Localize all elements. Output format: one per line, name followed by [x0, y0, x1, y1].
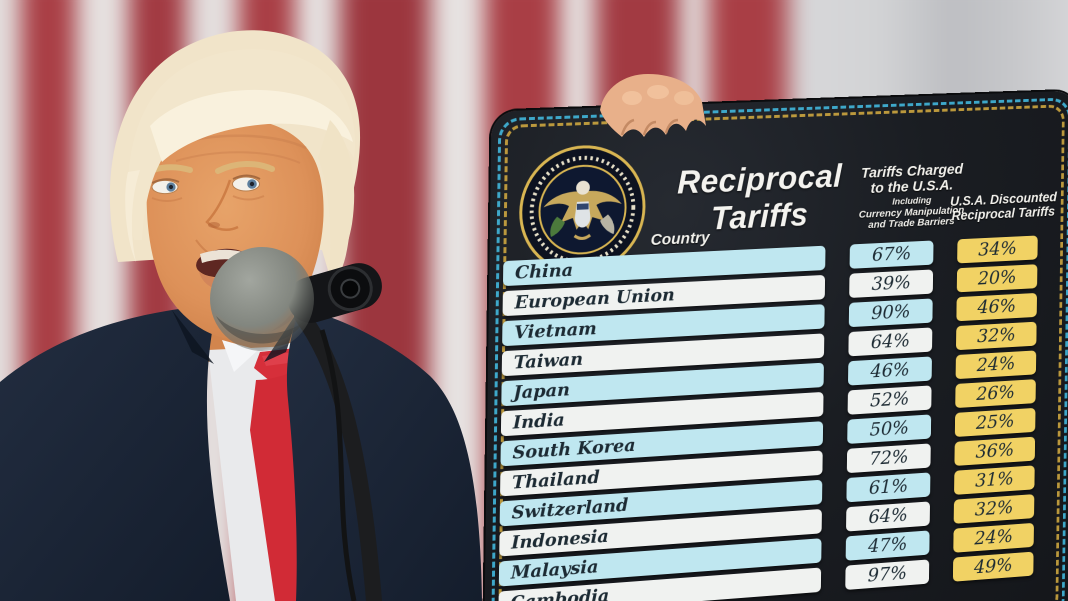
- tariff-rows: China 67% 34% European Union 39% 20% Vie…: [498, 235, 1039, 601]
- discounted-value: 20%: [978, 266, 1017, 289]
- discounted-pill: 24%: [956, 350, 1037, 379]
- charged-value: 61%: [869, 475, 909, 499]
- charged-value: 64%: [868, 504, 908, 528]
- discounted-pill: 34%: [957, 235, 1038, 263]
- discounted-value: 49%: [974, 554, 1013, 578]
- charged-value: 67%: [872, 243, 912, 266]
- charged-pill: 64%: [846, 501, 930, 531]
- discounted-pill: 31%: [954, 465, 1035, 495]
- discounted-pill: 49%: [953, 552, 1034, 582]
- charged-value: 46%: [870, 359, 910, 383]
- discounted-value: 36%: [975, 439, 1014, 463]
- charged-pill: 90%: [849, 298, 933, 327]
- discounted-value: 24%: [977, 353, 1016, 376]
- discounted-pill: 24%: [953, 523, 1034, 553]
- country-name: Malaysia: [511, 556, 599, 583]
- country-name: Japan: [513, 379, 570, 403]
- discounted-value: 32%: [977, 324, 1016, 347]
- country-name: Taiwan: [514, 349, 584, 374]
- discounted-value: 46%: [977, 295, 1016, 318]
- charged-value: 52%: [870, 388, 910, 412]
- charged-value: 72%: [869, 446, 909, 470]
- charged-pill: 61%: [846, 472, 930, 502]
- charged-value: 50%: [870, 417, 910, 441]
- discounted-pill: 46%: [956, 293, 1037, 321]
- speaker-figure: [0, 0, 560, 601]
- discounted-pill: 32%: [956, 322, 1037, 351]
- country-name: Thailand: [512, 467, 600, 494]
- charged-pill: 67%: [850, 240, 934, 268]
- charged-value: 64%: [871, 330, 911, 354]
- discounted-value: 31%: [975, 468, 1014, 492]
- charged-pill: 50%: [847, 414, 931, 444]
- charged-pill: 72%: [847, 443, 931, 473]
- discounted-value: 26%: [976, 381, 1015, 405]
- charged-value: 47%: [868, 533, 908, 557]
- charged-pill: 97%: [845, 559, 929, 590]
- discounted-value: 34%: [978, 237, 1017, 260]
- discounted-value: 24%: [974, 525, 1013, 549]
- discounted-value: 25%: [976, 410, 1015, 434]
- country-name: India: [513, 409, 565, 433]
- discounted-pill: 36%: [954, 437, 1035, 466]
- charged-pill: 64%: [848, 327, 932, 356]
- country-name: European Union: [514, 284, 674, 313]
- country-name: South Korea: [512, 435, 635, 464]
- charged-pill: 52%: [848, 385, 932, 414]
- country-name: Switzerland: [512, 495, 629, 524]
- discounted-pill: 25%: [955, 408, 1036, 437]
- discounted-pill: 32%: [954, 494, 1035, 524]
- country-name: Indonesia: [511, 526, 609, 554]
- discounted-value: 32%: [975, 497, 1014, 521]
- charged-pill: 46%: [848, 356, 932, 385]
- tariff-board: Reciprocal Tariffs Tariffs Charged to th…: [484, 90, 1068, 601]
- charged-value: 90%: [871, 301, 911, 324]
- holding-hand: [588, 64, 728, 156]
- charged-value: 39%: [871, 272, 911, 295]
- charged-header-line2: to the U.S.A.: [871, 177, 954, 197]
- charged-pill: 39%: [849, 269, 933, 298]
- charged-pill: 47%: [846, 530, 930, 560]
- charged-value: 97%: [868, 562, 908, 586]
- discounted-pill: 20%: [957, 264, 1038, 292]
- photo-scene: Reciprocal Tariffs Tariffs Charged to th…: [0, 0, 1068, 601]
- country-name: Vietnam: [514, 318, 597, 343]
- country-name: China: [515, 260, 573, 284]
- discounted-pill: 26%: [955, 379, 1036, 408]
